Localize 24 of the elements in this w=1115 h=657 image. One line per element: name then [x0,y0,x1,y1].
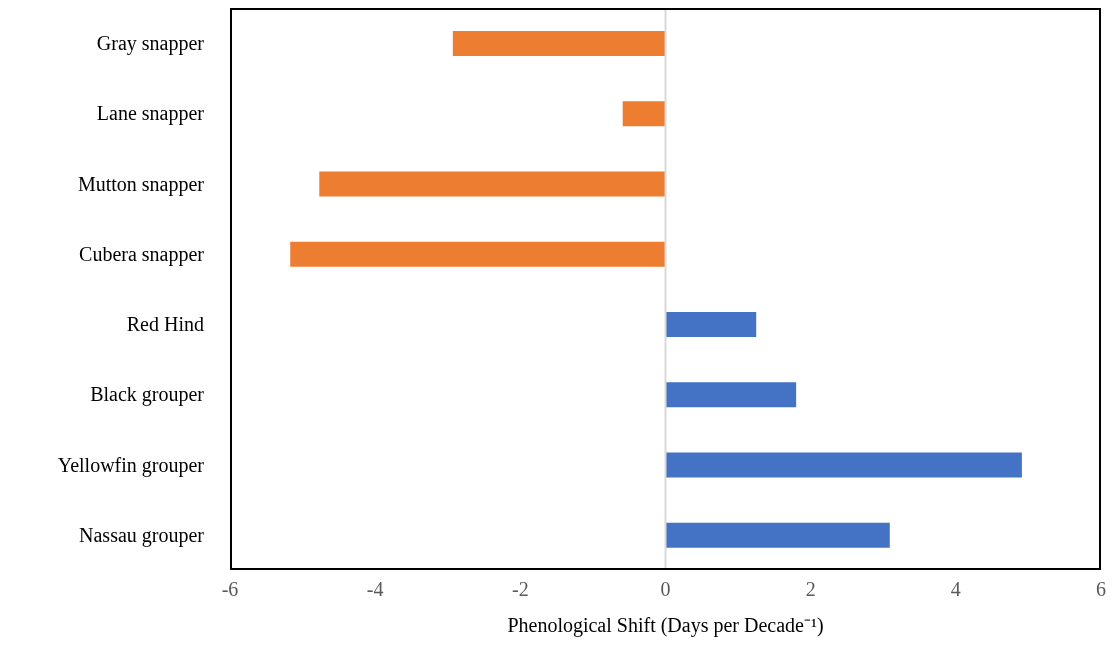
x-tick-label: -4 [366,578,384,601]
y-tick-label: Yellowfin grouper [57,453,205,477]
y-tick-label: Mutton snapper [77,172,205,196]
y-tick-label: Red Hind [126,313,204,336]
y-tick-label: Nassau grouper [79,523,205,547]
x-tick-label: 4 [950,578,961,601]
bar [665,522,890,548]
x-axis-title: Phenological Shift (Days per Decade⁻¹) [507,614,824,637]
y-tick-label: Black grouper [90,383,205,407]
x-tick-label: 0 [660,578,671,601]
bar [290,241,666,267]
y-tick-label: Gray snapper [96,32,205,56]
bar [319,171,666,197]
bar [665,382,797,408]
x-tick-label: -6 [221,578,239,601]
x-tick-label: -2 [512,578,529,601]
bar [622,101,666,127]
y-tick-label: Lane snapper [96,102,205,126]
x-tick-label: 6 [1096,578,1106,601]
x-tick-label: 2 [805,578,816,601]
bar [665,312,757,337]
bar [665,452,1022,478]
y-tick-label: Cubera snapper [79,242,205,266]
bar [452,31,666,56]
